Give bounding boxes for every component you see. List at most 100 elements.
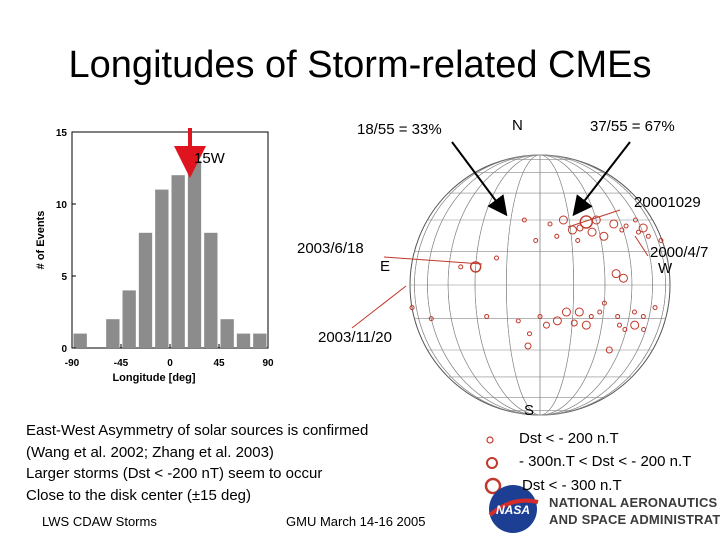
histogram-ylabel: # of Events bbox=[35, 211, 47, 270]
disk-event-marker bbox=[635, 229, 641, 235]
histogram-bar bbox=[155, 189, 169, 348]
disk-event-marker bbox=[619, 227, 625, 233]
disk-event-marker bbox=[567, 225, 577, 235]
legend-symbol-small bbox=[486, 436, 494, 444]
nasa-logo-emblem: NASA bbox=[488, 485, 539, 533]
label-2003-6-18: 2003/6/18 bbox=[297, 240, 364, 257]
histogram-bar bbox=[220, 319, 234, 348]
disk-event-marker bbox=[587, 227, 597, 237]
disk-event-marker bbox=[631, 309, 637, 315]
disk-event-marker bbox=[484, 313, 490, 319]
histogram-xtick-label: 45 bbox=[213, 358, 225, 369]
disk-event-marker bbox=[616, 322, 622, 328]
disk-event-marker bbox=[581, 320, 591, 330]
disk-event-marker bbox=[623, 223, 629, 229]
slide-title: Longitudes of Storm-related CMEs bbox=[68, 44, 652, 86]
legend-symbol-medium bbox=[486, 457, 498, 469]
disk-event-marker bbox=[409, 305, 415, 311]
histogram-ytick-label: 15 bbox=[56, 128, 68, 139]
histogram-ytick-label: 5 bbox=[61, 272, 67, 283]
histogram-bar bbox=[73, 333, 87, 348]
body-line: East-West Asymmetry of solar sources is … bbox=[26, 422, 369, 439]
label-15w: 15W bbox=[194, 150, 225, 167]
solar-disk-grid bbox=[409, 154, 671, 416]
line-2000-4-7 bbox=[634, 235, 649, 257]
histogram-bar bbox=[122, 290, 136, 348]
disk-event-marker bbox=[591, 215, 601, 225]
histogram-xtick-label: 90 bbox=[262, 358, 274, 369]
line-2003-6-18 bbox=[383, 256, 483, 265]
body-line: Larger storms (Dst < -200 nT) seem to oc… bbox=[26, 465, 323, 482]
histogram-ytick-label: 10 bbox=[56, 200, 68, 211]
disk-event-marker bbox=[570, 319, 578, 327]
legend-text-medium: - 300n.T < Dst < - 200 n.T bbox=[519, 453, 692, 470]
disk-event-marker bbox=[658, 238, 664, 244]
disk-event-marker bbox=[428, 316, 434, 322]
disk-event-marker bbox=[561, 307, 571, 317]
disk-event-marker bbox=[632, 217, 638, 223]
disk-event-marker bbox=[609, 219, 619, 229]
disk-event-marker bbox=[641, 326, 647, 332]
arrow-right-fraction bbox=[572, 141, 631, 217]
line-20001029 bbox=[567, 209, 621, 228]
disk-event-marker bbox=[576, 224, 584, 232]
disk-event-marker bbox=[558, 215, 568, 225]
disk-event-marker bbox=[547, 221, 553, 227]
footer-right: GMU March 14-16 2005 bbox=[286, 514, 426, 529]
legend-symbol-large bbox=[484, 477, 502, 495]
disk-event-marker bbox=[521, 217, 527, 223]
label-north: N bbox=[512, 117, 523, 134]
arrow-left-fraction bbox=[451, 141, 508, 217]
nasa-logo-text: NATIONAL AERONAUTICS AND SPACE ADMINISTR… bbox=[549, 494, 720, 528]
disk-event-marker bbox=[611, 269, 621, 279]
label-east: E bbox=[380, 258, 391, 275]
label-west: W bbox=[658, 260, 673, 277]
disk-event-marker bbox=[494, 255, 500, 261]
longitude-histogram: 0 5 10 15 -90 -45 0 45 90 Longitude [deg] # of … bbox=[35, 128, 274, 384]
body-text: East-West Asymmetry of solar sources is … bbox=[26, 420, 456, 506]
disk-event-marker bbox=[618, 273, 628, 283]
disk-event-marker bbox=[638, 223, 648, 233]
label-south: S bbox=[524, 402, 535, 419]
disk-event-marker bbox=[640, 313, 646, 319]
disk-event-marker bbox=[622, 326, 628, 332]
label-20001029: 20001029 bbox=[634, 194, 701, 211]
disk-event-marker bbox=[574, 307, 584, 317]
disk-event-marker bbox=[533, 238, 539, 244]
disk-event-marker bbox=[469, 261, 482, 273]
disk-event-marker bbox=[552, 316, 562, 326]
label-2000-4-7: 2000/4/7 bbox=[650, 244, 709, 261]
label-2003-11-20: 2003/11/20 bbox=[318, 329, 392, 346]
disk-event-marker bbox=[515, 318, 521, 324]
label-fraction-right: 37/55 = 67% bbox=[590, 118, 675, 135]
disk-event-marker bbox=[652, 305, 658, 311]
histogram-frame bbox=[71, 131, 269, 349]
histogram-bar bbox=[236, 333, 251, 348]
disk-event-marker bbox=[524, 342, 532, 350]
histogram-bar bbox=[187, 160, 202, 348]
histogram-bar bbox=[204, 232, 218, 348]
histogram-bar bbox=[106, 319, 120, 348]
disk-event-marker bbox=[458, 264, 464, 270]
histogram-bar bbox=[171, 175, 185, 348]
svg-text:NASA: NASA bbox=[496, 503, 530, 517]
disk-event-marker bbox=[588, 313, 594, 319]
nasa-logo-line1: NATIONAL AERONAUTICS bbox=[549, 495, 718, 510]
disk-event-marker bbox=[630, 320, 640, 330]
legend-text-large: Dst < - 300 n.T bbox=[522, 477, 622, 494]
line-2003-11-20 bbox=[351, 285, 407, 329]
histogram-ytick-label: 0 bbox=[61, 344, 67, 355]
disk-event-marker bbox=[597, 309, 603, 315]
body-line: (Wang et al. 2002; Zhang et al. 2003) bbox=[26, 443, 274, 461]
nasa-logo-line2: AND SPACE ADMINISTRATION bbox=[549, 512, 720, 527]
disk-event-marker bbox=[526, 331, 532, 337]
disk-event-marker bbox=[542, 321, 550, 329]
histogram-xtick-label: 0 bbox=[167, 358, 173, 369]
label-fraction-left: 18/55 = 33% bbox=[357, 121, 442, 138]
disk-event-marker bbox=[537, 313, 543, 319]
disk-event-marker bbox=[575, 238, 581, 244]
histogram-bar bbox=[253, 333, 267, 348]
histogram-xlabel: Longitude [deg] bbox=[112, 372, 195, 384]
body-line: Close to the disk center (±15 deg) bbox=[26, 486, 252, 504]
